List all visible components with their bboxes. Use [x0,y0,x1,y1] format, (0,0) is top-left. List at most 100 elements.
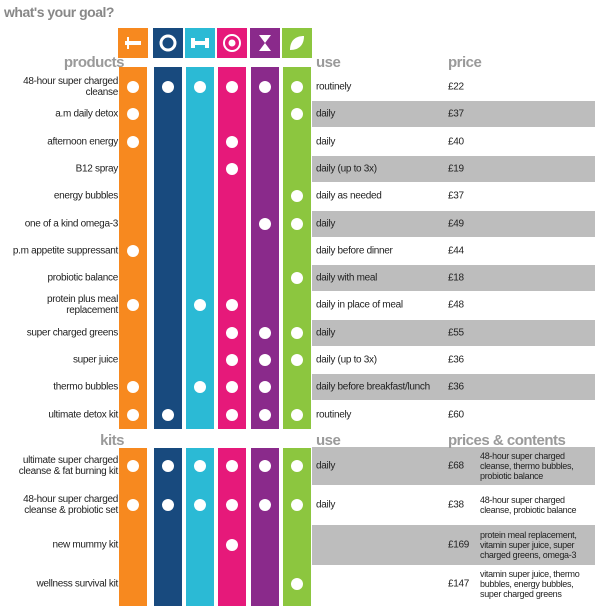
price: £147 [448,578,470,590]
item-name: thermo bubbles [53,381,118,393]
price: £37 [448,108,464,120]
goal-dot [127,244,139,257]
goal-dot [127,381,139,394]
goal-dot [194,460,206,472]
section-header: use [316,432,341,449]
goal-column [119,448,147,606]
price: £169 [448,539,470,551]
item-name: a.m daily detox [55,108,118,120]
row-band [312,101,595,128]
goal-dot [127,408,139,421]
goal-dot [259,460,271,472]
goal-dot [226,135,238,148]
use: daily before dinner [316,245,393,257]
row-band [312,319,595,346]
goal-dot [291,499,303,511]
goal-dot [194,81,206,93]
use: daily (up to 3x) [316,354,377,366]
goal-dot [291,460,303,472]
icon-glyph [290,36,304,50]
item-name: new mummy kit [52,539,118,551]
goal-dot [291,354,303,366]
goal-dot [291,81,303,93]
price: £44 [448,245,464,257]
item-name: ultimate detox kit [48,409,118,421]
goal-dot [194,499,206,511]
goal-dot [226,326,238,339]
section-header: products [63,54,125,71]
goal-dot [127,135,139,148]
item-name: B12 spray [75,163,119,175]
item-name: 48-hour super charged cleanse [23,76,118,98]
icon-glyph [159,34,177,52]
item-name: protein plus meal replacement [46,294,118,317]
price: £36 [448,354,464,366]
row-band [312,525,595,565]
goal-dot [291,408,303,421]
goal-dot [162,460,174,472]
section-header: prices & contents [448,432,566,449]
item-name: ultimate super charged cleanse & fat bur… [18,455,119,477]
item-name: super juice [72,354,118,366]
item-name: one of a kind omega-3 [24,218,119,229]
use: daily [316,136,336,148]
price: £22 [448,81,464,93]
goal-dot [259,326,271,339]
goal-column [154,448,182,606]
use: daily before breakfast/lunch [316,381,430,393]
goal-column [186,448,214,606]
section-header: kits [100,432,124,449]
price: £18 [448,272,464,284]
goal-icon [217,28,247,58]
row-band [312,210,595,237]
goal-dot [226,81,238,93]
item-name: wellness survival kit [36,578,118,590]
section-header: use [316,54,341,71]
title: what's your goal? [4,4,114,20]
goal-dot [127,81,139,93]
goal-column [218,67,246,429]
icon-glyph [125,37,141,49]
goal-dot [226,408,238,421]
price: £60 [448,409,464,421]
goal-dot [226,499,238,511]
goal-column [218,448,246,606]
goal-dot [162,408,174,421]
use: daily [316,327,336,339]
price: £37 [448,190,464,202]
goal-dot [291,108,303,121]
goal-icon [185,28,215,58]
goal-icon [153,28,183,58]
row-band [312,447,595,485]
item-name: 48-hour super charged cleanse & probioti… [23,494,118,516]
goal-dot [226,354,238,366]
goal-icon [282,28,312,58]
goal-dot [259,354,271,366]
icon-glyph [223,34,241,52]
goal-dot [259,381,271,394]
price: £49 [448,218,464,229]
goal-dot [226,299,238,312]
use: daily as needed [316,190,382,202]
goal-column [251,448,279,606]
contents: vitamin super juice, thermo bubbles, ene… [480,569,580,599]
use: routinely [316,409,352,421]
contents: 48-hour super charged cleanse, thermo bu… [480,451,574,481]
goal-dot [291,272,303,285]
goal-dot [291,217,303,230]
price: £38 [448,499,464,511]
goal-dot [226,162,238,175]
goal-icon [250,28,280,58]
price: £36 [448,381,464,393]
goal-dot [127,460,139,472]
goal-column [283,67,311,429]
use: daily [316,460,336,472]
goal-dot [226,381,238,394]
goal-dot [259,408,271,421]
item-name: afternoon energy [47,136,118,148]
use: daily [316,218,336,229]
goal-dot [162,499,174,511]
goal-column [186,67,214,429]
goal-dot [127,108,139,121]
